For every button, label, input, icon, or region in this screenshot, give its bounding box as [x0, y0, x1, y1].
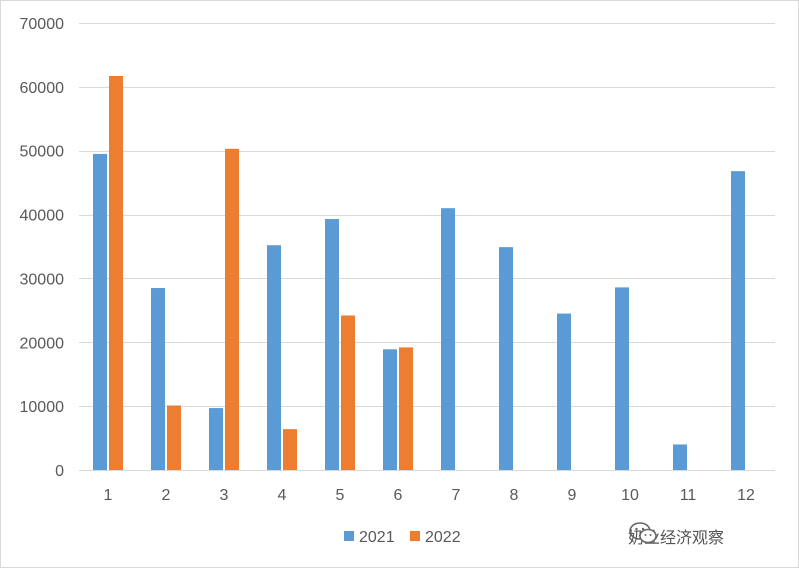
x-tick-label: 8 — [510, 487, 519, 504]
bar-2022-5 — [341, 315, 355, 470]
legend: 2021 2022 — [344, 529, 461, 546]
x-tick-label: 11 — [680, 487, 697, 504]
x-tick-label: 2 — [162, 487, 171, 504]
x-axis-ticks: 1 2 3 4 5 6 7 8 9 10 11 12 — [104, 487, 755, 504]
x-tick-label: 9 — [568, 487, 577, 504]
x-tick-label: 6 — [394, 487, 403, 504]
bar-2021-8 — [499, 247, 513, 470]
legend-swatch-2022 — [410, 531, 420, 541]
y-tick-label: 40000 — [20, 208, 65, 225]
x-tick-label: 10 — [621, 487, 639, 504]
bar-2021-10 — [615, 287, 629, 470]
bar-2021-1 — [93, 153, 107, 470]
y-tick-label: 30000 — [20, 271, 65, 288]
bar-2021-3 — [209, 408, 223, 470]
bar-2022-1 — [109, 76, 123, 470]
x-tick-label: 4 — [278, 487, 287, 504]
x-tick-label: 12 — [737, 487, 755, 504]
y-tick-label: 10000 — [20, 399, 65, 416]
bars — [93, 76, 745, 471]
bar-2021-6 — [383, 349, 397, 470]
legend-label-2021: 2021 — [359, 529, 395, 546]
bar-2022-2 — [167, 405, 181, 470]
bar-2021-9 — [557, 313, 571, 470]
y-tick-label: 50000 — [20, 144, 65, 161]
y-tick-label: 20000 — [20, 335, 65, 352]
y-tick-label: 0 — [55, 463, 64, 480]
bar-2021-2 — [151, 288, 165, 470]
y-tick-label: 70000 — [20, 16, 65, 33]
y-tick-label: 60000 — [20, 80, 65, 97]
bar-2021-5 — [325, 219, 339, 470]
x-tick-label: 1 — [104, 487, 113, 504]
bar-2021-12 — [731, 171, 745, 471]
y-axis-ticks: 0 10000 20000 30000 40000 50000 60000 70000 — [20, 16, 65, 480]
x-tick-label: 7 — [452, 487, 461, 504]
legend-label-2022: 2022 — [425, 529, 461, 546]
x-tick-label: 5 — [336, 487, 345, 504]
wechat-icon — [629, 522, 657, 544]
bar-2021-11 — [673, 444, 687, 470]
bar-2021-7 — [441, 208, 455, 470]
bar-2021-4 — [267, 245, 281, 470]
legend-swatch-2021 — [344, 531, 354, 541]
bar-2022-4 — [283, 429, 297, 470]
x-tick-label: 3 — [220, 487, 229, 504]
watermark: 奶业经济观察 — [628, 521, 724, 551]
gridlines — [79, 23, 775, 471]
bar-2022-6 — [399, 347, 413, 470]
bar-2022-3 — [225, 148, 239, 470]
